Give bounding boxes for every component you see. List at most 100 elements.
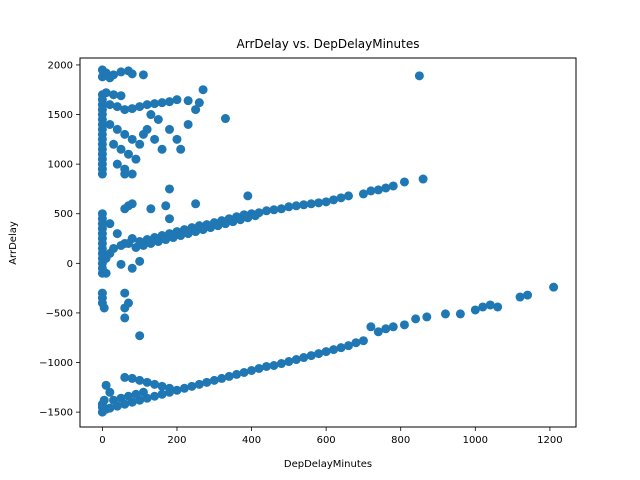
data-point	[123, 149, 133, 159]
data-point	[116, 144, 126, 154]
data-point	[194, 379, 204, 389]
data-point	[105, 387, 115, 397]
data-point	[224, 371, 234, 381]
data-point	[105, 100, 115, 110]
data-point	[157, 381, 167, 391]
data-point	[187, 381, 197, 391]
data-point	[112, 102, 122, 112]
data-point	[120, 372, 130, 382]
data-point	[388, 181, 398, 191]
y-tick-label: −500	[46, 308, 73, 319]
data-point	[105, 403, 115, 413]
data-point	[97, 169, 107, 179]
data-point	[127, 134, 137, 144]
data-point	[314, 198, 324, 208]
data-point	[176, 231, 186, 241]
data-point	[150, 99, 160, 109]
data-point	[366, 186, 376, 196]
data-point	[172, 385, 182, 395]
data-point	[254, 363, 264, 373]
data-point	[135, 375, 145, 385]
data-point	[206, 223, 216, 233]
data-point	[329, 195, 339, 205]
data-point	[493, 302, 503, 312]
y-axis-ticks: −1500 −1000 −500 0 500 1000 1500 2000	[39, 60, 80, 419]
data-point	[232, 369, 242, 379]
data-point	[105, 119, 115, 129]
data-point	[135, 139, 145, 149]
data-point	[135, 102, 145, 112]
data-point	[116, 259, 126, 269]
data-point	[161, 201, 171, 211]
data-point	[116, 67, 126, 77]
data-point	[276, 359, 286, 369]
y-tick-label: 2000	[48, 60, 73, 71]
x-tick-label: 800	[391, 435, 410, 446]
data-point	[99, 395, 109, 405]
data-point	[120, 129, 130, 139]
data-point	[440, 309, 450, 319]
data-point	[399, 320, 409, 330]
x-axis-ticks: 0 200 400 600 800 1000 1200	[99, 427, 563, 446]
data-point	[209, 375, 219, 385]
data-point	[418, 174, 428, 184]
data-point	[523, 290, 533, 300]
data-point	[99, 303, 109, 313]
data-point	[276, 204, 286, 214]
data-point	[321, 197, 331, 207]
data-point	[198, 85, 208, 95]
data-point	[146, 238, 156, 248]
data-point	[344, 341, 354, 351]
data-point	[127, 169, 137, 179]
data-point	[515, 292, 525, 302]
data-point	[105, 219, 115, 229]
data-point	[101, 88, 111, 98]
y-tick-label: −1500	[39, 408, 73, 419]
points-layer	[97, 65, 559, 417]
data-point	[112, 229, 122, 239]
data-point	[250, 211, 260, 221]
data-point	[116, 240, 126, 250]
data-point	[321, 347, 331, 357]
data-point	[299, 200, 309, 210]
data-point	[157, 389, 167, 399]
data-point	[194, 98, 204, 108]
data-point	[138, 387, 148, 397]
data-point	[351, 338, 361, 348]
y-tick-label: 0	[67, 259, 73, 270]
data-point	[112, 124, 122, 134]
data-point	[239, 367, 249, 377]
data-point	[243, 213, 253, 223]
data-point	[336, 193, 346, 203]
data-point	[116, 91, 126, 101]
chart-title: ArrDelay vs. DepDelayMinutes	[237, 37, 420, 51]
data-point	[109, 90, 119, 100]
data-point	[172, 95, 182, 105]
data-point	[399, 177, 409, 187]
data-point	[165, 383, 174, 393]
data-point	[183, 229, 193, 239]
data-point	[138, 240, 148, 250]
data-point	[109, 139, 119, 149]
data-point	[299, 353, 309, 363]
x-tick-label: 200	[167, 435, 186, 446]
data-point	[366, 322, 376, 332]
data-point	[314, 349, 324, 359]
data-point	[150, 379, 160, 389]
data-point	[373, 327, 383, 337]
data-point	[138, 129, 148, 139]
data-point	[183, 96, 193, 106]
data-point	[213, 221, 223, 231]
data-point	[150, 134, 160, 144]
data-point	[150, 391, 160, 401]
data-point	[381, 183, 391, 193]
data-point	[373, 185, 383, 195]
data-point	[179, 383, 189, 393]
data-point	[142, 377, 152, 387]
data-point	[165, 184, 174, 194]
x-axis-label: DepDelayMinutes	[284, 459, 372, 470]
data-point	[127, 263, 137, 273]
data-point	[243, 191, 253, 201]
data-point	[165, 97, 174, 107]
